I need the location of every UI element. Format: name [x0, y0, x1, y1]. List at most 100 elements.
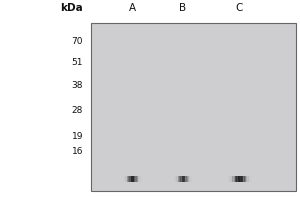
Bar [129, 176, 130, 182]
Bar [126, 176, 127, 182]
Bar [180, 176, 181, 182]
Bar [135, 176, 136, 182]
Bar [249, 176, 250, 182]
Bar [248, 176, 249, 182]
Text: 28: 28 [72, 106, 83, 115]
Bar [191, 176, 192, 182]
Bar [239, 176, 240, 182]
Bar [245, 176, 246, 182]
Bar [245, 176, 246, 182]
Text: B: B [179, 3, 186, 13]
Bar [179, 176, 180, 182]
Bar [137, 176, 138, 182]
Bar [238, 176, 239, 182]
Bar [189, 176, 190, 182]
Bar [228, 176, 229, 182]
Bar [136, 176, 137, 182]
Bar [190, 176, 191, 182]
Bar [178, 176, 179, 182]
Bar [188, 176, 189, 182]
Bar [128, 176, 129, 182]
Bar [179, 176, 180, 182]
Bar [241, 176, 242, 182]
Bar [242, 176, 243, 182]
Bar [236, 176, 237, 182]
Bar [174, 176, 175, 182]
Bar [131, 176, 132, 182]
Bar [181, 176, 182, 182]
Bar [182, 176, 183, 182]
Text: kDa: kDa [60, 3, 83, 13]
Bar [137, 176, 138, 182]
Bar [182, 176, 183, 182]
Bar [180, 176, 181, 182]
Bar [231, 176, 232, 182]
Bar [232, 176, 233, 182]
Text: 38: 38 [72, 81, 83, 90]
Bar [189, 176, 190, 182]
Bar [174, 176, 175, 182]
Bar [138, 176, 139, 182]
Bar [188, 176, 189, 182]
Text: 19: 19 [72, 132, 83, 141]
Bar [139, 176, 140, 182]
Bar [176, 176, 177, 182]
Bar [186, 176, 187, 182]
Bar [241, 176, 242, 182]
Bar [185, 176, 186, 182]
Bar [136, 176, 137, 182]
Text: 70: 70 [72, 37, 83, 46]
Bar [130, 176, 131, 182]
Bar [129, 176, 130, 182]
Bar [183, 176, 184, 182]
Bar [130, 176, 131, 182]
Bar [239, 176, 240, 182]
Bar [228, 176, 229, 182]
Text: C: C [236, 3, 243, 13]
Bar [139, 176, 140, 182]
Bar [138, 176, 139, 182]
Bar [244, 176, 245, 182]
Bar [181, 176, 182, 182]
Bar [248, 176, 249, 182]
Bar [132, 176, 133, 182]
Bar [124, 176, 125, 182]
Bar [177, 176, 178, 182]
Text: 16: 16 [72, 147, 83, 156]
Bar [242, 176, 243, 182]
Bar [141, 176, 142, 182]
Bar [175, 176, 176, 182]
Bar [230, 176, 231, 182]
Bar [251, 176, 252, 182]
Bar [247, 176, 248, 182]
Bar [125, 176, 126, 182]
Bar [124, 176, 125, 182]
Bar [187, 176, 188, 182]
Bar [235, 176, 236, 182]
Bar [246, 176, 247, 182]
Bar [247, 176, 248, 182]
Bar [243, 176, 244, 182]
Bar [183, 176, 184, 182]
Bar [234, 176, 235, 182]
Bar [128, 176, 129, 182]
Text: 51: 51 [72, 58, 83, 67]
Bar [235, 176, 236, 182]
Text: A: A [129, 3, 136, 13]
Bar [233, 176, 234, 182]
Bar [250, 176, 251, 182]
Bar [184, 176, 185, 182]
Bar [125, 176, 126, 182]
Bar [190, 176, 191, 182]
Bar [229, 176, 230, 182]
Bar [91, 23, 296, 191]
Bar [191, 176, 192, 182]
Bar [178, 176, 179, 182]
Bar [236, 176, 237, 182]
Bar [233, 176, 234, 182]
Bar [134, 176, 135, 182]
Bar [237, 176, 238, 182]
Bar [238, 176, 239, 182]
Bar [140, 176, 141, 182]
Bar [127, 176, 128, 182]
